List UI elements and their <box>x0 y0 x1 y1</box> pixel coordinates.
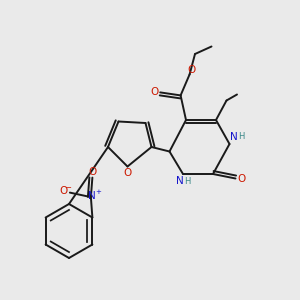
Text: O: O <box>188 65 196 75</box>
Text: O: O <box>59 186 68 197</box>
Text: +: + <box>96 189 102 195</box>
Text: O: O <box>237 173 246 184</box>
Text: N: N <box>176 176 183 186</box>
Text: O: O <box>123 168 132 178</box>
Text: O: O <box>89 167 97 177</box>
Text: O: O <box>150 87 158 97</box>
Text: N: N <box>230 132 238 142</box>
Text: −: − <box>64 183 72 192</box>
Text: H: H <box>238 132 244 141</box>
Text: H: H <box>184 177 191 186</box>
Text: N: N <box>88 191 96 201</box>
